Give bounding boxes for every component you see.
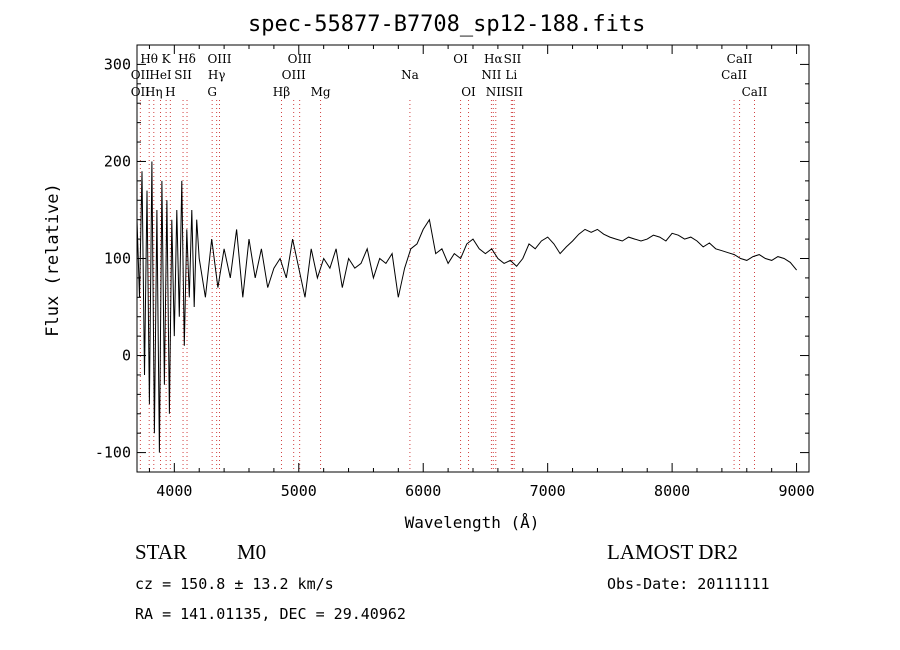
redshift-cz: cz = 150.8 ± 13.2 km/s <box>135 575 334 593</box>
line-label: CaII <box>727 52 753 66</box>
line-label: Hα <box>484 52 503 66</box>
x-tick-label: 6000 <box>405 482 441 500</box>
line-label: Na <box>401 68 419 82</box>
line-label: OIII <box>207 52 231 66</box>
line-label: OI <box>453 52 468 66</box>
line-label: OIII <box>282 68 306 82</box>
line-label: SII <box>505 85 523 99</box>
x-tick-label: 7000 <box>530 482 566 500</box>
line-label: NII <box>481 68 501 82</box>
y-tick-label: 200 <box>104 152 131 170</box>
x-tick-label: 5000 <box>281 482 317 500</box>
y-tick-label: 0 <box>122 347 131 365</box>
y-tick-label: 100 <box>104 250 131 268</box>
ra-dec-coordinates: RA = 141.01135, DEC = 29.40962 <box>135 605 406 623</box>
line-label: Hθ <box>140 52 158 66</box>
line-label: Mg <box>311 85 331 99</box>
emission-line-markers <box>139 100 755 472</box>
line-label: CaII <box>742 85 768 99</box>
observation-date: Obs-Date: 20111111 <box>607 575 770 593</box>
survey-name: LAMOST DR2 <box>607 540 738 564</box>
plot-frame <box>136 44 810 473</box>
plot-border <box>136 44 810 473</box>
x-tick-label: 8000 <box>654 482 690 500</box>
chart-title: spec-55877-B7708_sp12-188.fits <box>248 12 646 37</box>
flux-series <box>136 161 797 453</box>
y-tick-label: -100 <box>95 444 131 462</box>
axis-ticks: 4000 5000 6000 7000 8000 9000 -100 0 100 200 300 <box>95 44 815 500</box>
x-tick-label: 4000 <box>156 482 192 500</box>
x-tick-label: 9000 <box>778 482 814 500</box>
flux-line <box>136 161 797 453</box>
line-label: Hδ <box>178 52 196 66</box>
line-label: CaII <box>721 68 747 82</box>
x-axis-label: Wavelength (Å) <box>405 513 540 532</box>
line-label: OII <box>131 68 151 82</box>
object-subclass: M0 <box>237 540 267 564</box>
line-label: OII <box>131 85 151 99</box>
line-label: H <box>165 85 175 99</box>
y-tick-label: 300 <box>104 55 131 73</box>
line-label: Li <box>505 68 517 82</box>
line-label: Hγ <box>208 68 226 82</box>
line-label: SII <box>174 68 192 82</box>
line-label: HeI <box>149 68 172 82</box>
line-label: K <box>162 52 172 66</box>
object-class: STAR <box>135 540 187 564</box>
line-label: SII <box>504 52 522 66</box>
line-label: Hη <box>145 85 163 99</box>
y-axis-label: Flux (relative) <box>43 183 63 337</box>
line-label: Hβ <box>273 85 290 99</box>
line-label: NII <box>486 85 506 99</box>
line-label: G <box>207 85 217 99</box>
line-label: OI <box>461 85 476 99</box>
line-label: OIII <box>288 52 312 66</box>
